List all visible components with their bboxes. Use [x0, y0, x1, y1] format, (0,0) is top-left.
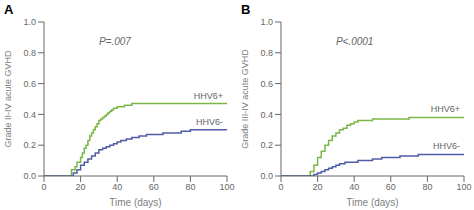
svg-text:0.2: 0.2 — [260, 140, 273, 150]
svg-text:100: 100 — [456, 182, 466, 192]
svg-text:1.0: 1.0 — [260, 17, 273, 27]
html-text:A: A — [4, 2, 14, 17]
svg-text:HHV6-: HHV6- — [196, 117, 223, 127]
svg-text:HHV6+: HHV6+ — [194, 91, 223, 101]
svg-text:100: 100 — [219, 182, 234, 192]
svg-text:0.4: 0.4 — [260, 110, 273, 120]
svg-text:0.4: 0.4 — [23, 110, 36, 120]
svg-text:0.8: 0.8 — [23, 48, 36, 58]
html-text:P<.0001: P<.0001 — [335, 36, 374, 47]
svg-text:1.0: 1.0 — [23, 17, 36, 27]
html-text:B: B — [241, 2, 251, 17]
svg-text:HHV6-: HHV6- — [433, 141, 460, 151]
svg-text:Grade II-IV acute GVHD: Grade II-IV acute GVHD — [8, 50, 13, 148]
svg-text:0.6: 0.6 — [23, 79, 36, 89]
svg-text:Time (days): Time (days) — [109, 197, 161, 208]
svg-text:60: 60 — [386, 182, 396, 192]
svg-text:0: 0 — [278, 182, 283, 192]
svg-text:0.6: 0.6 — [260, 79, 273, 89]
svg-text:0.2: 0.2 — [23, 140, 36, 150]
svg-text:20: 20 — [76, 182, 86, 192]
svg-text:HHV6+: HHV6+ — [431, 104, 460, 114]
svg-text:40: 40 — [112, 182, 122, 192]
svg-text:0.0: 0.0 — [260, 171, 273, 181]
svg-text:80: 80 — [422, 182, 432, 192]
svg-text:20: 20 — [313, 182, 323, 192]
svg-text:0.0: 0.0 — [23, 171, 36, 181]
svg-text:0: 0 — [41, 182, 46, 192]
svg-text:60: 60 — [149, 182, 159, 192]
svg-text:0.8: 0.8 — [260, 48, 273, 58]
svg-text:40: 40 — [349, 182, 359, 192]
svg-text:80: 80 — [185, 182, 195, 192]
svg-text:Grade III-IV acute GVHD: Grade III-IV acute GVHD — [240, 49, 250, 149]
svg-text:Time (days): Time (days) — [346, 197, 398, 208]
html-text:P=.007: P=.007 — [98, 36, 131, 47]
